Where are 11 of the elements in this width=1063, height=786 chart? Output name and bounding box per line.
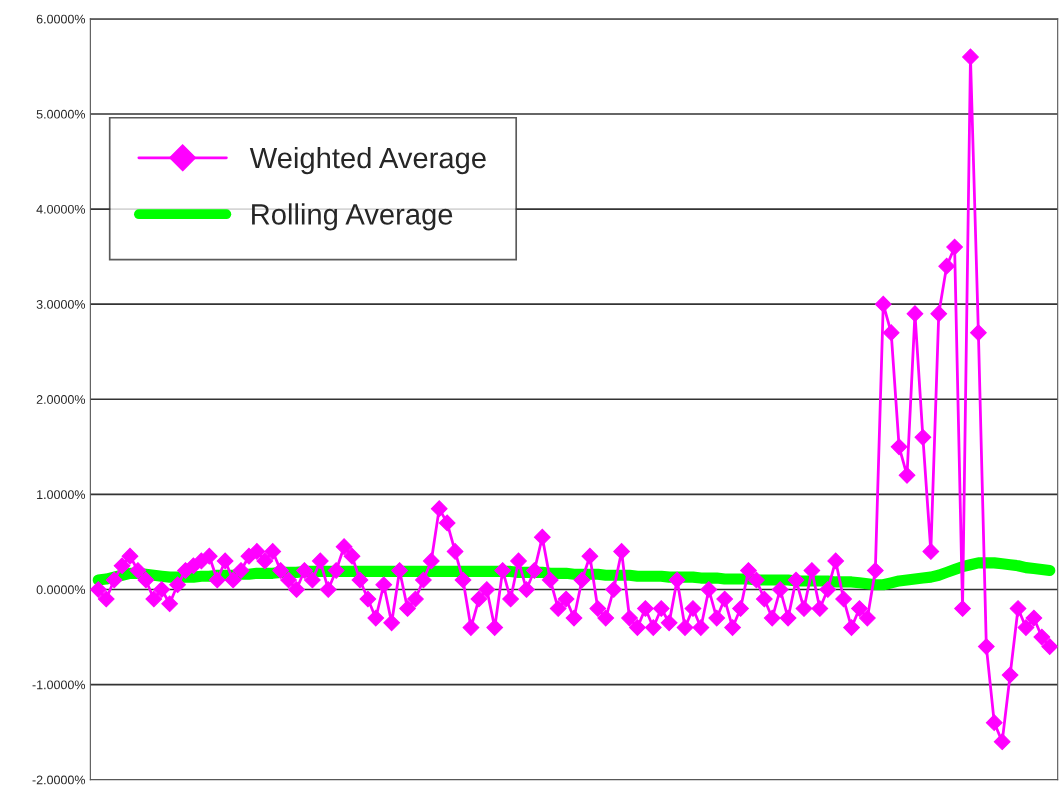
y-tick-label: 6.0000% — [36, 14, 86, 24]
y-tick-label: 4.0000% — [36, 204, 86, 214]
y-tick-label: 0.0000% — [36, 585, 86, 595]
y-tick-label: -1.0000% — [32, 680, 86, 690]
y-tick-label: -2.0000% — [32, 775, 86, 785]
legend-label: Weighted Average — [249, 146, 486, 175]
y-tick-label: 1.0000% — [37, 490, 86, 500]
y-tick-label: 5.0000% — [36, 109, 86, 119]
y-tick-label: 3.0000% — [36, 299, 86, 309]
legend-label: Rolling Average — [252, 203, 453, 231]
y-tick-label: 2.0000% — [36, 395, 86, 404]
